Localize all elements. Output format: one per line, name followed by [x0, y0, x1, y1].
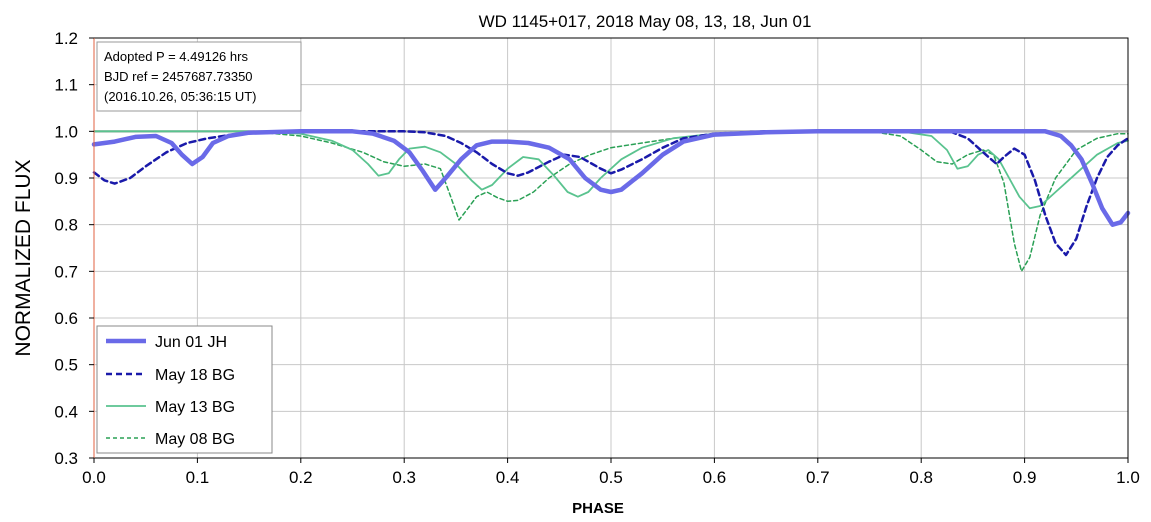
- x-axis-label: PHASE: [572, 500, 624, 517]
- y-tick-label: 0.4: [54, 402, 78, 421]
- y-tick-label: 0.8: [54, 216, 78, 235]
- series-group: [91, 129, 1131, 273]
- legend-label: May 08 BG: [155, 431, 235, 448]
- annotation-line: Adopted P = 4.49126 hrs: [104, 49, 248, 64]
- annotation-line: (2016.10.26, 05:36:15 UT): [104, 89, 257, 104]
- x-tick-label: 0.3: [392, 468, 416, 487]
- annotation-line: BJD ref = 2457687.73350: [104, 69, 253, 84]
- ticks-group: 0.0 0.1 0.2 0.3 0.4 0.5 0.6 0.7 0.8 0.9 1.0 0.3 0.4 0…: [54, 29, 1139, 487]
- annotation-box: Adopted P = 4.49126 hrs BJD ref = 245768…: [96, 41, 302, 112]
- x-tick-label: 1.0: [1116, 468, 1140, 487]
- x-tick-label: 0.9: [1013, 468, 1037, 487]
- y-tick-label: 0.7: [54, 262, 78, 281]
- x-tick-label: 0.7: [806, 468, 830, 487]
- legend-label: Jun 01 JH: [155, 334, 227, 351]
- x-tick-label: 0.4: [496, 468, 520, 487]
- y-tick-label: 0.5: [54, 356, 78, 375]
- x-tick-label: 0.1: [186, 468, 210, 487]
- y-tick-label: 0.6: [54, 309, 78, 328]
- chart-title: WD 1145+017, 2018 May 08, 13, 18, Jun 01: [479, 12, 812, 31]
- y-tick-label: 1.2: [54, 29, 78, 48]
- x-tick-label: 0.8: [909, 468, 933, 487]
- x-tick-label: 0.2: [289, 468, 313, 487]
- y-tick-label: 1.1: [54, 76, 78, 95]
- y-tick-label: 0.3: [54, 449, 78, 468]
- y-tick-label: 0.9: [54, 169, 78, 188]
- legend-label: May 13 BG: [155, 399, 235, 416]
- y-axis-label: NORMALIZED FLUX: [12, 159, 35, 356]
- legend-label: May 18 BG: [155, 367, 235, 384]
- x-tick-label: 0.6: [703, 468, 727, 487]
- series-line: [93, 130, 1129, 273]
- legend: Jun 01 JH May 18 BG May 13 BG May 08 BG: [96, 325, 273, 454]
- y-tick-label: 1.0: [54, 122, 78, 141]
- x-tick-label: 0.0: [82, 468, 106, 487]
- series-line: [91, 129, 1131, 227]
- x-tick-label: 0.5: [599, 468, 623, 487]
